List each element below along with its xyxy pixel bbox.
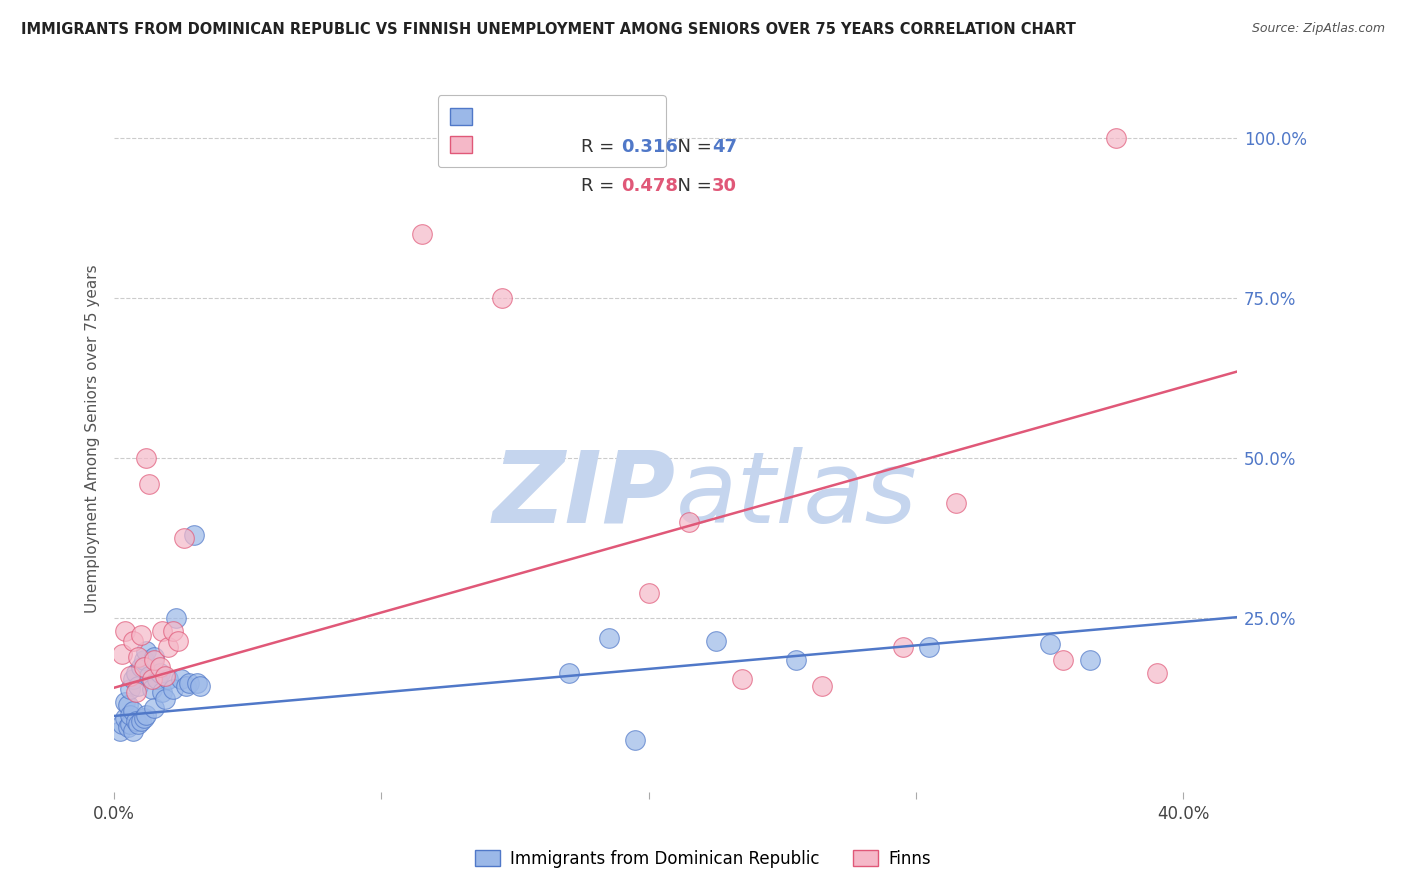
- Point: [120, 717, 142, 731]
- Point: [1052, 653, 1074, 667]
- Point: [177, 675, 200, 690]
- Point: [135, 451, 157, 466]
- Point: [153, 669, 176, 683]
- Point: [114, 711, 136, 725]
- Text: 47: 47: [711, 138, 737, 156]
- Text: IMMIGRANTS FROM DOMINICAN REPUBLIC VS FINNISH UNEMPLOYMENT AMONG SENIORS OVER 75: IMMIGRANTS FROM DOMINICAN REPUBLIC VS FI…: [21, 22, 1076, 37]
- Point: [138, 476, 160, 491]
- Point: [557, 665, 579, 680]
- Text: atlas: atlas: [675, 447, 917, 544]
- Point: [111, 647, 134, 661]
- Point: [167, 634, 190, 648]
- Text: ZIP: ZIP: [492, 447, 675, 544]
- Text: R =: R =: [581, 138, 620, 156]
- Point: [173, 532, 195, 546]
- Text: N =: N =: [665, 138, 717, 156]
- Point: [156, 673, 179, 687]
- Point: [117, 721, 139, 735]
- Point: [138, 669, 160, 683]
- Point: [132, 711, 155, 725]
- Point: [120, 707, 142, 722]
- Point: [918, 640, 941, 655]
- Point: [122, 634, 145, 648]
- Text: R =: R =: [581, 177, 620, 194]
- Text: 30: 30: [711, 177, 737, 194]
- Point: [141, 681, 163, 696]
- Point: [122, 723, 145, 738]
- Point: [120, 681, 142, 696]
- Point: [122, 705, 145, 719]
- Point: [183, 528, 205, 542]
- Point: [114, 695, 136, 709]
- Point: [1078, 653, 1101, 667]
- Point: [111, 717, 134, 731]
- Point: [122, 673, 145, 687]
- Point: [945, 496, 967, 510]
- Point: [1146, 665, 1168, 680]
- Point: [598, 631, 620, 645]
- Text: 0.478: 0.478: [620, 177, 678, 194]
- Point: [731, 673, 754, 687]
- Point: [1039, 637, 1062, 651]
- Point: [411, 227, 433, 241]
- Point: [124, 714, 146, 728]
- Point: [186, 675, 208, 690]
- Point: [165, 611, 187, 625]
- Point: [150, 624, 173, 639]
- Point: [637, 586, 659, 600]
- Point: [624, 733, 647, 747]
- Point: [143, 653, 166, 667]
- Point: [127, 679, 149, 693]
- Point: [135, 707, 157, 722]
- Point: [891, 640, 914, 655]
- Point: [114, 624, 136, 639]
- Point: [188, 679, 211, 693]
- Point: [153, 691, 176, 706]
- Text: N =: N =: [665, 177, 717, 194]
- Point: [146, 673, 169, 687]
- Point: [170, 673, 193, 687]
- Point: [132, 653, 155, 667]
- Point: [176, 679, 198, 693]
- Text: 0.316: 0.316: [620, 138, 678, 156]
- Point: [135, 643, 157, 657]
- Text: Source: ZipAtlas.com: Source: ZipAtlas.com: [1251, 22, 1385, 36]
- Point: [129, 659, 152, 673]
- Point: [124, 685, 146, 699]
- Point: [129, 627, 152, 641]
- Point: [162, 681, 184, 696]
- Point: [811, 679, 834, 693]
- Point: [156, 640, 179, 655]
- Point: [1105, 130, 1128, 145]
- Point: [141, 673, 163, 687]
- Point: [117, 698, 139, 712]
- Point: [162, 624, 184, 639]
- Point: [127, 717, 149, 731]
- Point: [132, 659, 155, 673]
- Point: [143, 649, 166, 664]
- Point: [143, 701, 166, 715]
- Point: [785, 653, 807, 667]
- Point: [491, 291, 513, 305]
- Point: [127, 649, 149, 664]
- Legend: Immigrants from Dominican Republic, Finns: Immigrants from Dominican Republic, Finn…: [468, 844, 938, 875]
- Legend:                               ,                               : ,: [437, 95, 666, 168]
- Point: [149, 665, 172, 680]
- Point: [149, 659, 172, 673]
- Point: [120, 669, 142, 683]
- Y-axis label: Unemployment Among Seniors over 75 years: Unemployment Among Seniors over 75 years: [86, 265, 100, 614]
- Point: [129, 714, 152, 728]
- Point: [124, 665, 146, 680]
- Point: [678, 516, 700, 530]
- Point: [108, 723, 131, 738]
- Point: [150, 685, 173, 699]
- Point: [704, 634, 727, 648]
